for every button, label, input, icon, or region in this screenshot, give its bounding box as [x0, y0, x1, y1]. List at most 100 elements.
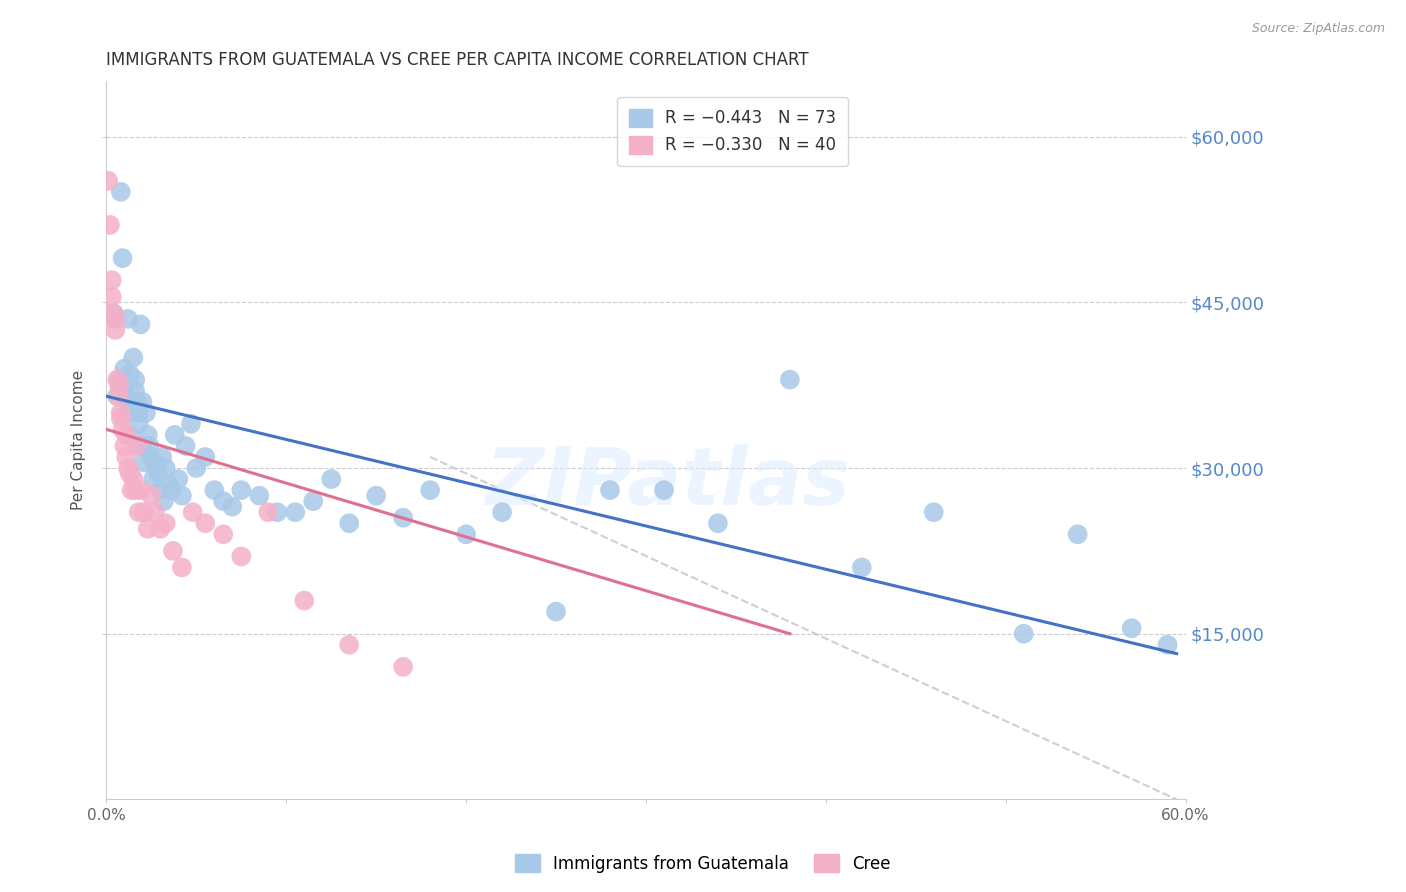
Point [98, 218, 121, 232]
Point [284, 505, 307, 519]
Point [392, 510, 415, 524]
Point [170, 560, 193, 574]
Point [419, 483, 441, 497]
Point [162, 544, 184, 558]
Point [302, 494, 325, 508]
Point [153, 494, 176, 508]
Point [112, 439, 135, 453]
Point [231, 549, 253, 564]
Point [160, 483, 183, 497]
Point [110, 406, 132, 420]
Point [128, 505, 150, 519]
Point [104, 311, 127, 326]
Point [129, 483, 152, 497]
Point [145, 461, 167, 475]
Point [108, 389, 131, 403]
Point [136, 428, 159, 442]
Point [321, 472, 343, 486]
Point [105, 389, 128, 403]
Point [652, 483, 675, 497]
Point [922, 505, 945, 519]
Point [138, 439, 160, 453]
Point [129, 318, 152, 332]
Point [111, 422, 134, 436]
Point [131, 394, 153, 409]
Point [131, 439, 153, 453]
Point [194, 450, 217, 464]
Point [392, 660, 415, 674]
Point [221, 500, 243, 514]
Point [112, 384, 135, 398]
Point [122, 351, 145, 365]
Point [247, 489, 270, 503]
Point [337, 638, 360, 652]
Point [108, 378, 131, 392]
Point [231, 483, 253, 497]
Point [122, 401, 145, 415]
Point [134, 455, 156, 469]
Point [174, 439, 197, 453]
Point [155, 516, 177, 531]
Text: ZIPatlas: ZIPatlas [485, 444, 851, 523]
Point [149, 522, 172, 536]
Legend: R = −0.443   N = 73, R = −0.330   N = 40: R = −0.443 N = 73, R = −0.330 N = 40 [617, 97, 848, 166]
Point [122, 472, 145, 486]
Point [194, 516, 217, 531]
Point [141, 450, 163, 464]
Point [135, 406, 157, 420]
Point [143, 505, 166, 519]
Point [851, 560, 873, 574]
Point [186, 461, 208, 475]
Point [163, 428, 186, 442]
Point [212, 527, 235, 541]
Point [136, 522, 159, 536]
Point [108, 373, 131, 387]
Point [105, 373, 128, 387]
Point [97, 174, 120, 188]
Point [115, 450, 138, 464]
Point [134, 505, 156, 519]
Point [149, 483, 172, 497]
Point [117, 406, 139, 420]
Point [599, 483, 621, 497]
Point [142, 472, 165, 486]
Point [155, 461, 177, 475]
Point [129, 439, 152, 453]
Point [104, 311, 127, 326]
Point [121, 483, 143, 497]
Point [544, 605, 567, 619]
Point [257, 505, 280, 519]
Point [157, 477, 180, 491]
Point [124, 373, 146, 387]
Text: IMMIGRANTS FROM GUATEMALA VS CREE PER CAPITA INCOME CORRELATION CHART: IMMIGRANTS FROM GUATEMALA VS CREE PER CA… [107, 51, 808, 69]
Point [141, 489, 163, 503]
Point [337, 516, 360, 531]
Point [456, 527, 478, 541]
Point [1156, 638, 1178, 652]
Point [112, 361, 135, 376]
Point [366, 489, 388, 503]
Point [100, 273, 122, 287]
Point [128, 417, 150, 431]
Text: Source: ZipAtlas.com: Source: ZipAtlas.com [1251, 22, 1385, 36]
Point [779, 373, 801, 387]
Point [111, 251, 134, 265]
Point [125, 394, 148, 409]
Point [1121, 621, 1143, 635]
Point [118, 467, 141, 481]
Legend: Immigrants from Guatemala, Cree: Immigrants from Guatemala, Cree [509, 847, 897, 880]
Point [118, 367, 141, 381]
Point [118, 428, 141, 442]
Point [110, 411, 132, 425]
Point [491, 505, 513, 519]
Point [292, 593, 315, 607]
Point [148, 467, 170, 481]
Point [110, 185, 132, 199]
Point [707, 516, 730, 531]
Point [124, 483, 146, 497]
Point [104, 323, 127, 337]
Point [117, 311, 139, 326]
Point [1012, 626, 1035, 640]
Point [125, 439, 148, 453]
Point [103, 306, 125, 320]
